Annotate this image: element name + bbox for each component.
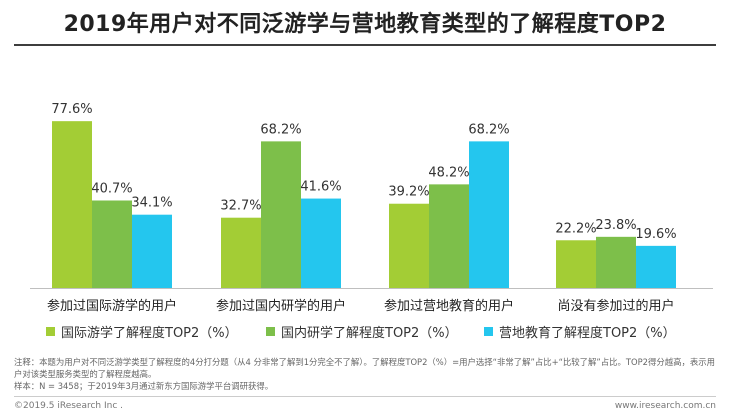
legend-item-camp: 营地教育了解程度TOP2（%） bbox=[484, 322, 676, 341]
value-label-s2-c3: 19.6% bbox=[635, 227, 676, 242]
category-label-3: 尚没有参加过的用户 bbox=[557, 298, 674, 314]
website-link[interactable]: www.iresearch.com.cn bbox=[614, 401, 716, 411]
bar-s0-c2 bbox=[389, 203, 429, 288]
bar-s0-c3 bbox=[556, 240, 596, 288]
bar-s0-c1 bbox=[221, 217, 261, 288]
chart-title: 2019年用户对不同泛游学与营地教育类型的了解程度TOP2 bbox=[63, 12, 667, 37]
legend-label-camp: 营地教育了解程度TOP2（%） bbox=[499, 326, 676, 341]
legend-label-domestic: 国内研学了解程度TOP2（%） bbox=[281, 326, 458, 341]
bar-s1-c0 bbox=[92, 200, 132, 288]
value-label-s0-c1: 32.7% bbox=[220, 199, 261, 214]
value-label-s1-c0: 40.7% bbox=[91, 181, 132, 196]
value-label-s2-c2: 68.2% bbox=[468, 122, 509, 137]
page-footer: ©2019.5 iResearch Inc . www.iresearch.co… bbox=[14, 398, 716, 412]
value-label-s2-c1: 41.6% bbox=[300, 180, 341, 195]
category-label-0: 参加过国际游学的用户 bbox=[47, 298, 177, 314]
sample-text: 样本：N = 3458；于2019年3月通过新东方国际游学平台调研获得。 bbox=[14, 381, 274, 391]
chart-legend: 国际游学了解程度TOP2（%） 国内研学了解程度TOP2（%） 营地教育了解程度… bbox=[0, 322, 730, 346]
bar-s2-c0 bbox=[132, 214, 172, 288]
value-label-s0-c2: 39.2% bbox=[388, 185, 429, 200]
copyright-text: ©2019.5 iResearch Inc . bbox=[14, 401, 124, 411]
value-label-s0-c0: 77.6% bbox=[51, 102, 92, 117]
bar-s1-c2 bbox=[429, 184, 469, 288]
value-label-s1-c3: 23.8% bbox=[595, 218, 636, 233]
value-label-s1-c2: 48.2% bbox=[428, 165, 469, 180]
legend-swatch-domestic bbox=[266, 327, 275, 336]
bar-s2-c3 bbox=[636, 245, 676, 288]
value-label-s1-c1: 68.2% bbox=[260, 122, 301, 137]
legend-item-domestic: 国内研学了解程度TOP2（%） bbox=[266, 322, 458, 341]
legend-item-international: 国际游学了解程度TOP2（%） bbox=[46, 322, 238, 341]
category-label-1: 参加过国内研学的用户 bbox=[216, 298, 346, 314]
chart-note: 注释：本题为用户对不同泛游学类型了解程度的4分打分题（从4 分非常了解到1分完全… bbox=[14, 356, 716, 392]
bar-chart: 77.6% 32.7% 39.2% 22.2% 40.7% 68.2% 48.2% 23.8%… bbox=[30, 102, 713, 314]
value-label-s0-c3: 22.2% bbox=[555, 221, 596, 236]
bar-s0-c0 bbox=[52, 121, 92, 288]
category-label-2: 参加过营地教育的用户 bbox=[384, 298, 514, 314]
legend-swatch-camp bbox=[484, 327, 493, 336]
bar-s1-c1 bbox=[261, 141, 301, 288]
bar-s1-c3 bbox=[596, 236, 636, 288]
legend-label-international: 国际游学了解程度TOP2（%） bbox=[61, 326, 238, 341]
footer-divider bbox=[14, 396, 716, 397]
value-label-s2-c0: 34.1% bbox=[131, 196, 172, 211]
bar-s2-c2 bbox=[469, 141, 509, 288]
title-divider bbox=[14, 44, 716, 46]
legend-swatch-international bbox=[46, 327, 55, 336]
note-text: 注释：本题为用户对不同泛游学类型了解程度的4分打分题（从4 分非常了解到1分完全… bbox=[14, 357, 715, 379]
bar-s2-c1 bbox=[301, 198, 341, 288]
